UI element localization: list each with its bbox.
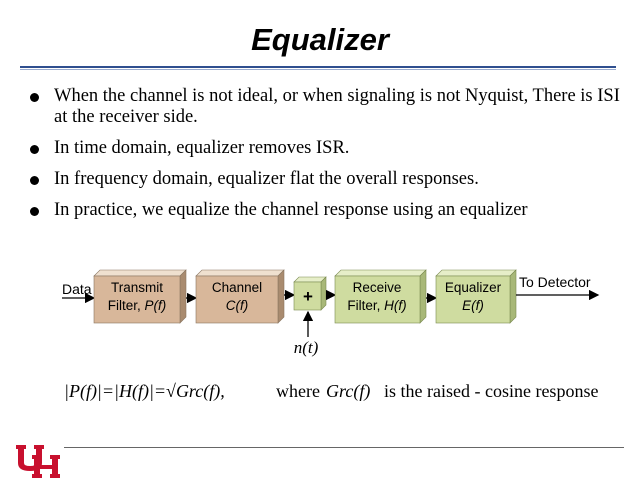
receive-filter-line2: Filter, H(f) xyxy=(347,298,406,313)
bullet-item: In time domain, equalizer removes ISR. xyxy=(28,138,628,159)
equalizer-line1: Equalizer xyxy=(445,280,502,295)
output-label: To Detector xyxy=(519,274,591,290)
slide-title: Equalizer xyxy=(251,22,389,57)
bullet-text: In practice, we equalize the channel res… xyxy=(54,200,528,220)
bullet-text: In frequency domain, equalizer flat the … xyxy=(54,169,479,189)
uh-logo-icon xyxy=(16,445,60,478)
noise-label: n(t) xyxy=(294,338,319,357)
bullet-dot-icon xyxy=(30,93,39,102)
equalizer-line2: E(f) xyxy=(462,298,484,313)
adder-block: + xyxy=(293,276,327,311)
bullet-dot-icon xyxy=(30,145,39,154)
channel-fn: C(f) xyxy=(226,298,249,313)
transmit-filter-block: Transmit Filter, P(f) xyxy=(93,269,187,324)
receive-filter-line1: Receive xyxy=(353,280,402,295)
transmit-filter-line1: Transmit xyxy=(111,280,163,295)
bullet-item: In frequency domain, equalizer flat the … xyxy=(28,169,628,190)
equalizer-block: Equalizer E(f) xyxy=(435,269,517,324)
receive-filter-block: Receive Filter, H(f) xyxy=(334,269,427,324)
adder-symbol: + xyxy=(303,287,313,306)
bullet-list: When the channel is not ideal, or when s… xyxy=(28,86,628,231)
equation-description: is the raised - cosine response xyxy=(384,381,598,401)
bullet-dot-icon xyxy=(30,207,39,216)
transmit-filter-fn: P(f) xyxy=(145,298,167,313)
bullet-item: In practice, we equalize the channel res… xyxy=(28,200,628,221)
channel-line1: Channel xyxy=(212,280,262,295)
bullet-text: When the channel is not ideal, or when s… xyxy=(54,86,620,127)
transmit-filter-prefix: Filter, xyxy=(108,298,145,313)
equation-lhs: |P(f)|=|H(f)|=√Grc(f), xyxy=(64,381,225,402)
equalizer-fn: E(f) xyxy=(462,298,484,313)
channel-line2: C(f) xyxy=(226,298,249,313)
footer-divider xyxy=(64,447,624,448)
equation-grc-symbol: Grc(f) xyxy=(326,381,370,402)
input-label: Data xyxy=(62,281,92,297)
title-divider xyxy=(20,66,616,68)
channel-block: Channel C(f) xyxy=(195,269,285,324)
transmit-filter-line2: Filter, P(f) xyxy=(108,298,167,313)
block-diagram: Data Transmit Filter, P(f) Channel C(f) … xyxy=(62,269,600,357)
receive-filter-fn: H(f) xyxy=(384,298,407,313)
bullet-item: When the channel is not ideal, or when s… xyxy=(28,86,628,128)
equation-where: where xyxy=(276,381,320,401)
bullet-text: In time domain, equalizer removes ISR. xyxy=(54,138,350,158)
equation: |P(f)|=|H(f)|=√Grc(f), where Grc(f) is t… xyxy=(64,381,598,402)
bullet-dot-icon xyxy=(30,176,39,185)
title-divider-shadow xyxy=(20,69,616,70)
receive-filter-prefix: Filter, xyxy=(347,298,384,313)
